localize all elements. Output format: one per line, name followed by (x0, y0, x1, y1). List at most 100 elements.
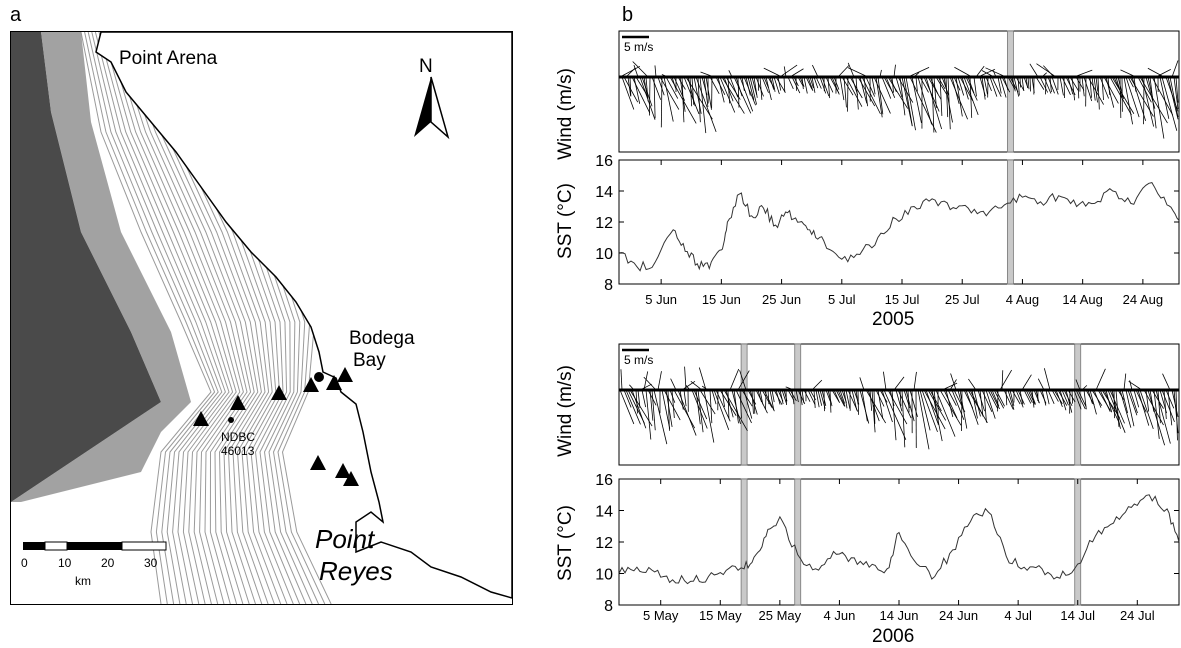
label-point-arena: Point Arena (119, 48, 217, 70)
sst-ytick-label: 14 (595, 184, 613, 201)
year-label-2005: 2005 (872, 309, 914, 331)
wind-stick (678, 390, 696, 436)
wind-stick (1096, 77, 1098, 92)
wind-stick (680, 390, 683, 410)
event-highlight (1075, 344, 1081, 465)
wind-stick (620, 390, 634, 424)
wind-stick (950, 77, 968, 119)
wind-stick (1022, 375, 1031, 390)
wind-stick (846, 77, 862, 107)
sst-xtick-label: 24 Aug (1123, 292, 1164, 307)
sst-ytick-label: 16 (595, 153, 613, 170)
panel-letter-a: a (10, 4, 21, 27)
scalebar-tick-0: 0 (21, 556, 28, 570)
wind-stick (948, 77, 950, 129)
wind-stick (902, 390, 905, 447)
wind-stick (768, 390, 769, 404)
wind-stick (1120, 390, 1131, 428)
wind-stick (802, 390, 804, 403)
sst-xtick-label: 5 Jul (828, 292, 856, 307)
wind-stick (646, 390, 651, 440)
wind-stick (649, 77, 650, 116)
wind-stick (664, 77, 673, 122)
wind-stick (1072, 390, 1073, 404)
station-marker (271, 385, 287, 400)
wind-stick (1098, 77, 1099, 110)
wind-stick (658, 371, 661, 390)
wind-stick (862, 390, 867, 421)
sst-ytick-label: 8 (604, 598, 613, 615)
wind-stick (966, 390, 978, 425)
wind-stick (684, 390, 686, 406)
wind-stick (712, 390, 716, 404)
event-highlight (741, 479, 747, 605)
wind-stick (1154, 77, 1164, 139)
wind-stick (780, 65, 797, 77)
wind-stick (960, 390, 967, 429)
sst-line (619, 495, 1179, 584)
wind-stick (672, 390, 674, 418)
year-label-2006: 2006 (872, 626, 914, 648)
wind-stick (860, 377, 864, 390)
wind-stick (838, 390, 845, 406)
wind-stick (684, 77, 699, 114)
wind-ylabel-2006: Wind (m/s) (555, 361, 577, 461)
wind-stick (1124, 374, 1126, 390)
event-highlight (795, 479, 801, 605)
wind-ylabel-2005: Wind (m/s) (555, 64, 577, 164)
scalebar-tick-20: 20 (101, 556, 114, 570)
sst-ytick-label: 12 (595, 215, 613, 232)
sst-ytick-label: 10 (595, 246, 613, 263)
wind-stick (1172, 60, 1178, 76)
sst-line (619, 183, 1179, 271)
wind-stick (661, 77, 662, 127)
sst-xtick-label: 14 Jun (879, 608, 918, 623)
wind-stick (692, 77, 694, 105)
wind-stick (744, 77, 756, 105)
sst-ytick-label: 8 (604, 277, 613, 294)
wind-stick (1030, 64, 1038, 77)
wind-stick (894, 65, 896, 77)
scalebar-tick-30: 30 (144, 556, 157, 570)
wind-stick (1038, 379, 1044, 390)
sst-xtick-label: 24 Jun (939, 608, 978, 623)
wind-stick (655, 65, 656, 77)
buoy-marker (228, 417, 234, 423)
label-buoy-2: 46013 (221, 444, 254, 458)
sst-axes (619, 479, 1179, 605)
wind-stick (1082, 77, 1084, 96)
wind-stick (1128, 390, 1137, 415)
scalebar-unit: km (75, 574, 91, 588)
wind-stick (1044, 368, 1050, 390)
wind-stick (908, 390, 909, 412)
wind-stick (730, 369, 739, 390)
wind-stick (968, 379, 976, 390)
wind-stick (1028, 390, 1035, 405)
wind-stick (1114, 390, 1115, 418)
wind-scale-label: 5 m/s (624, 40, 653, 54)
event-highlight (1075, 479, 1081, 605)
wind-stick (976, 66, 984, 77)
wind-sticks (620, 60, 1178, 138)
sst-xtick-label: 15 Jun (702, 292, 741, 307)
wind-stick (1116, 390, 1119, 427)
wind-stick (1018, 77, 1019, 95)
wind-stick (654, 390, 667, 444)
sst-xtick-label: 4 Aug (1006, 292, 1039, 307)
wind-stick (784, 66, 786, 77)
wind-stick (620, 66, 640, 77)
sst-xtick-label: 25 Jul (945, 292, 980, 307)
map-panel: Point Arena N Bodega Bay NDBC 46013 Poin… (10, 31, 513, 605)
wind-stick (1043, 66, 1054, 77)
sst-xtick-label: 24 Jul (1120, 608, 1155, 623)
wind-stick (786, 390, 787, 405)
wind-stick (671, 379, 676, 390)
wind-stick (856, 77, 858, 110)
sst-xtick-label: 5 Jun (645, 292, 677, 307)
wind-stick (758, 77, 759, 91)
wind-stick (946, 390, 953, 417)
sst-ytick-label: 12 (595, 535, 613, 552)
wind-stick (1062, 77, 1071, 95)
wind-stick (864, 77, 868, 106)
